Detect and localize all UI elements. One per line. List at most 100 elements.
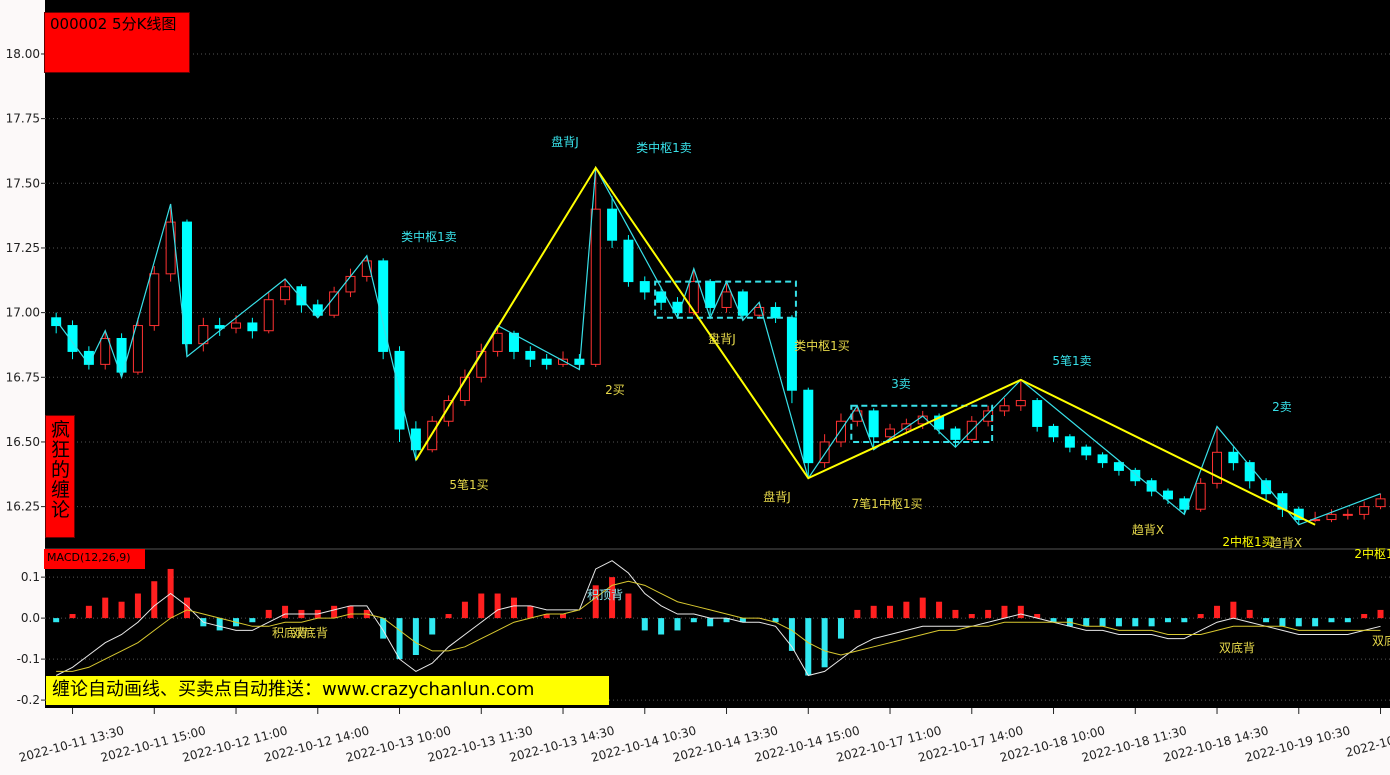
candle-body — [558, 358, 569, 365]
y-tick-label: 17.00 — [6, 306, 40, 320]
macd-bar — [821, 618, 828, 668]
macd-bar — [429, 618, 436, 635]
candle-body — [1097, 454, 1108, 464]
annotation: 积底背 — [272, 625, 308, 640]
macd-bar — [805, 618, 812, 676]
candle-body — [181, 221, 192, 345]
annotation: 双底背 — [292, 625, 328, 640]
candle-body — [1162, 490, 1173, 500]
macd-bar — [347, 605, 354, 619]
candle-body — [852, 410, 863, 422]
banner: 缠论自动画线、买卖点自动推送：www.crazychanlun.com — [46, 676, 609, 705]
candle-body — [51, 317, 62, 327]
candle-body — [639, 281, 650, 293]
annotation: 类中枢1卖 — [636, 140, 692, 155]
chart-title: 000002 5分K线图 — [44, 12, 190, 73]
macd-bar — [1312, 618, 1319, 627]
macd-bar — [707, 618, 714, 627]
macd-bar — [527, 605, 534, 619]
candle-body — [1342, 513, 1353, 516]
candle-body — [361, 260, 372, 277]
x-tick-label: 2022-10-19 — [1344, 728, 1390, 760]
candle-body — [263, 299, 274, 332]
pivot-box — [654, 280, 797, 319]
y-tick-label: 16.75 — [6, 370, 40, 384]
macd-bar — [1377, 609, 1384, 619]
macd-bar — [1132, 618, 1139, 627]
candle-body — [770, 306, 781, 319]
macd-bar — [1017, 605, 1024, 619]
macd-bar — [870, 605, 877, 619]
candle-body — [1048, 425, 1059, 438]
macd-bar — [1099, 618, 1106, 627]
candle-body — [623, 239, 634, 283]
candle-body — [1261, 480, 1272, 495]
candle-body — [1359, 506, 1370, 515]
annotation: 盘背J — [708, 331, 736, 346]
candle-body — [737, 291, 748, 316]
y-tick-label: 16.25 — [6, 500, 40, 514]
candle-body — [819, 441, 830, 464]
candle-body — [132, 325, 143, 373]
candle-body — [508, 332, 519, 352]
macd-bar — [1328, 618, 1335, 623]
candle-body — [934, 415, 945, 430]
macd-bar — [85, 605, 92, 619]
candle-body — [590, 208, 601, 365]
macd-bar — [1263, 618, 1270, 623]
macd-bar — [1115, 618, 1122, 627]
candle-body — [329, 291, 340, 316]
annotation: 5笔1买 — [449, 477, 488, 492]
macd-bar — [331, 605, 338, 619]
macd-bar — [282, 605, 289, 619]
macd-bar — [903, 601, 910, 619]
candle-body — [835, 420, 846, 443]
candle-body — [1015, 400, 1026, 407]
candle-body — [492, 332, 503, 352]
candle-body — [1081, 446, 1092, 456]
annotation: 2中枢1买 — [1222, 534, 1273, 549]
annotation: 3卖 — [891, 377, 911, 391]
macd-bar — [576, 618, 583, 619]
annotation: 趋背X — [1270, 536, 1302, 550]
candle-body — [296, 286, 307, 306]
macd-bar — [674, 618, 681, 631]
plot-background — [45, 0, 1390, 708]
macd-bar — [1295, 618, 1302, 627]
macd-bar — [1050, 618, 1057, 623]
macd-bar — [249, 618, 256, 623]
macd-bar — [1148, 618, 1155, 627]
macd-bar — [183, 597, 190, 619]
macd-title: MACD(12,26,9) — [44, 549, 145, 569]
macd-bar — [887, 605, 894, 619]
candle-body — [345, 275, 356, 293]
macd-bar — [461, 601, 468, 619]
candle-body — [999, 405, 1010, 412]
y-tick-label: -0.2 — [17, 693, 40, 707]
annotation: 类中枢1买 — [794, 338, 850, 353]
macd-bar — [1164, 618, 1171, 623]
candle-body — [247, 322, 258, 332]
macd-bar — [1181, 618, 1188, 623]
macd-bar — [1001, 605, 1008, 619]
macd-bar — [837, 618, 844, 639]
annotation: 双底背 — [1219, 640, 1255, 655]
macd-bar — [690, 618, 697, 623]
y-tick-label: 17.25 — [6, 241, 40, 255]
macd-bar — [952, 609, 959, 619]
annotation: 类中枢1卖 — [401, 229, 457, 244]
candle-body — [1326, 513, 1337, 521]
candle-body — [280, 286, 291, 301]
y-tick-label: 16.50 — [6, 435, 40, 449]
macd-bar — [1034, 614, 1041, 619]
y-tick-label: 17.50 — [6, 176, 40, 190]
y-tick-label: 18.00 — [6, 47, 40, 61]
macd-bar — [641, 618, 648, 631]
macd-bar — [1197, 614, 1204, 619]
annotation: 盘背J — [763, 489, 791, 504]
macd-bar — [772, 618, 779, 623]
annotation: 7笔1中枢1买 — [852, 496, 923, 511]
candle-body — [607, 208, 618, 241]
